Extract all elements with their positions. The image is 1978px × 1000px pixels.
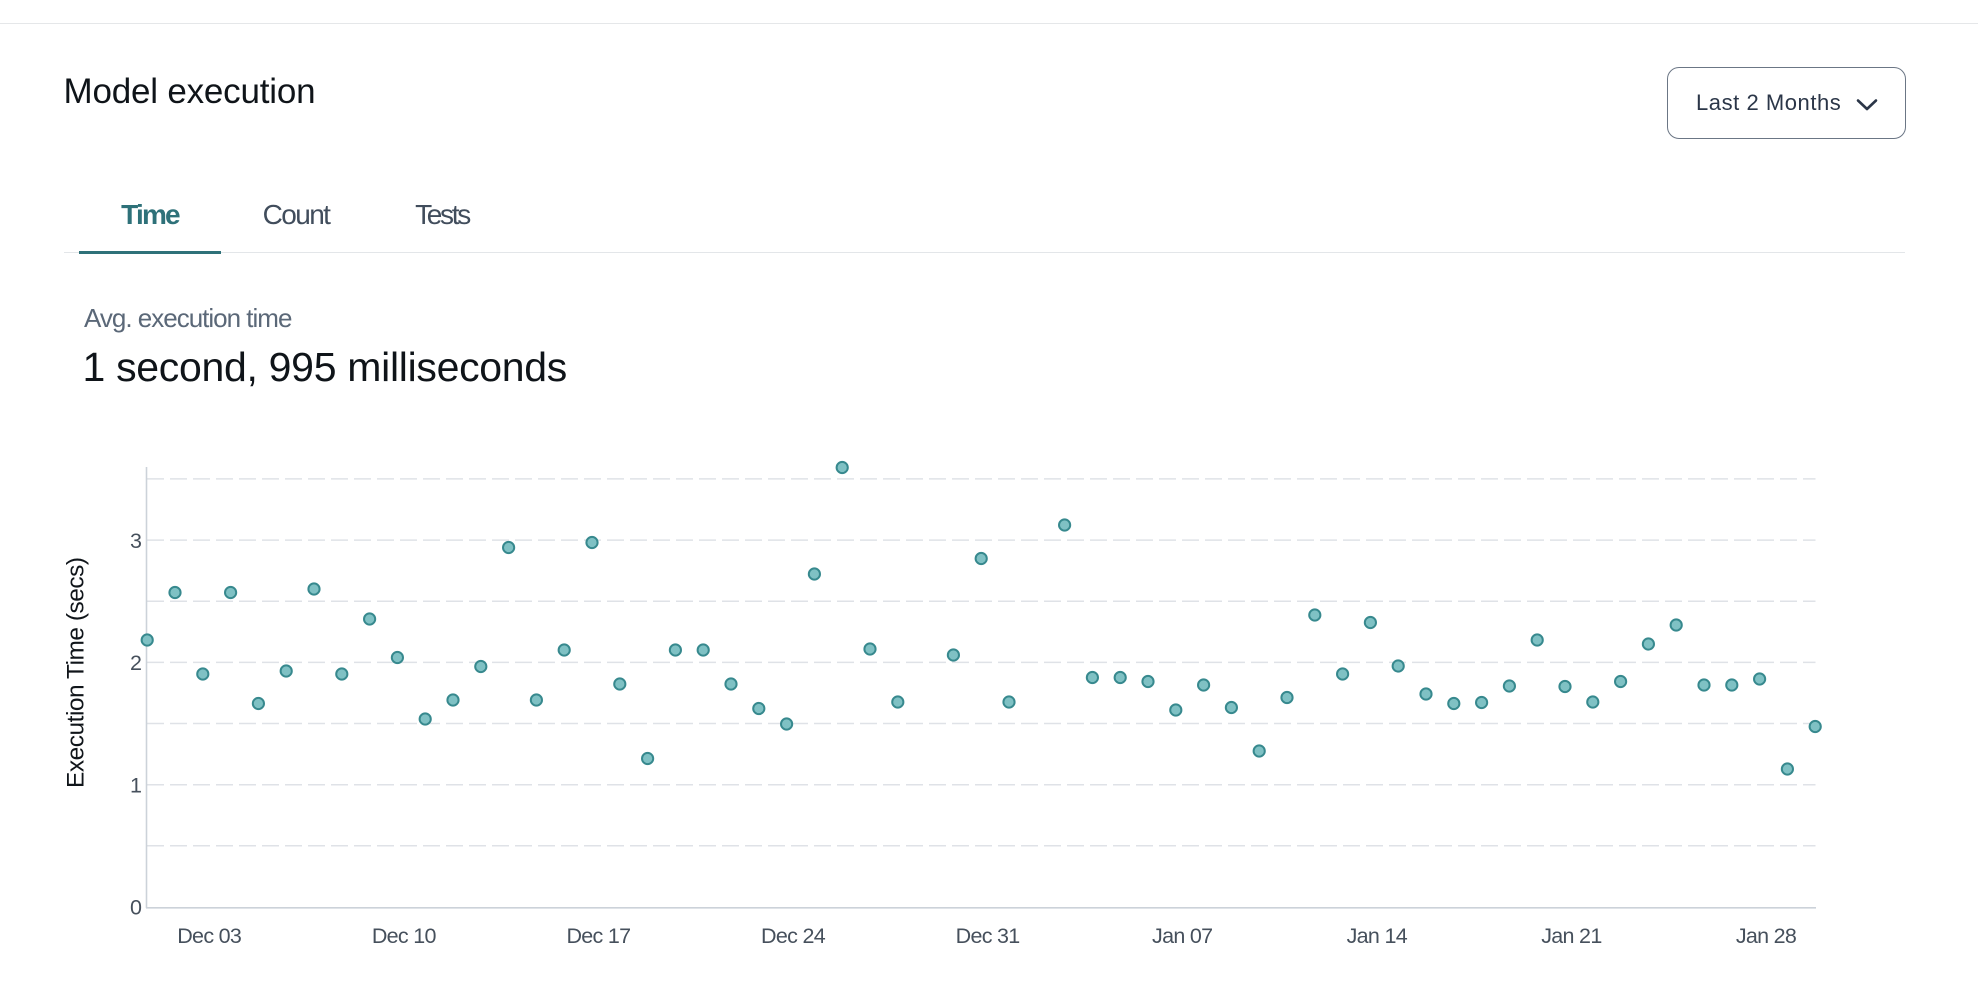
svg-text:1: 1 xyxy=(130,773,142,797)
svg-text:Dec 17: Dec 17 xyxy=(566,924,630,948)
svg-text:3: 3 xyxy=(130,529,142,553)
svg-text:0: 0 xyxy=(130,896,142,920)
svg-text:Jan 28: Jan 28 xyxy=(1736,924,1797,948)
svg-text:Jan 07: Jan 07 xyxy=(1152,924,1212,948)
svg-text:2: 2 xyxy=(130,651,142,675)
svg-text:Execution Time (secs): Execution Time (secs) xyxy=(63,557,90,788)
svg-text:Jan 21: Jan 21 xyxy=(1541,924,1601,948)
svg-text:Dec 10: Dec 10 xyxy=(372,924,437,948)
svg-text:Dec 31: Dec 31 xyxy=(956,924,1020,948)
svg-text:Jan 14: Jan 14 xyxy=(1347,924,1408,948)
svg-text:Dec 03: Dec 03 xyxy=(177,924,242,948)
svg-text:Dec 24: Dec 24 xyxy=(761,924,826,948)
